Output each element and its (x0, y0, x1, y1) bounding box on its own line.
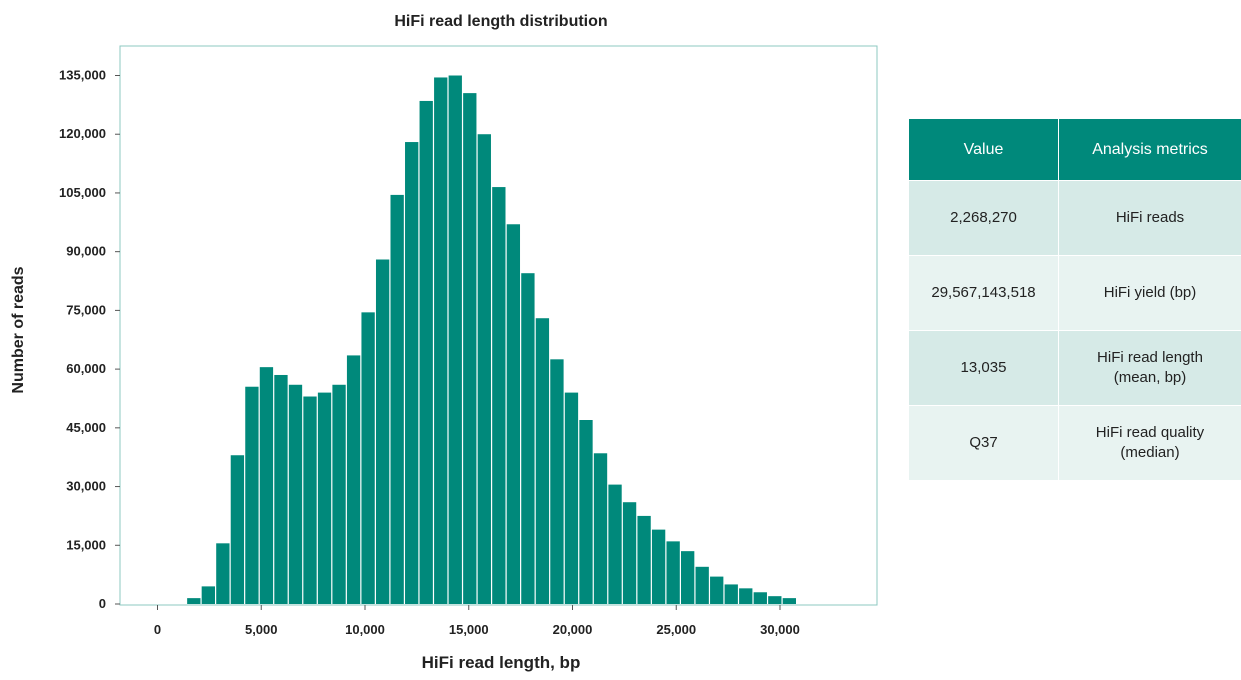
y-tick-label: 60,000 (66, 361, 106, 376)
cell-value: 2,268,270 (909, 180, 1059, 256)
cell-metric: HiFi yield (bp) (1058, 255, 1241, 331)
metric-line: (mean, bp) (1113, 369, 1187, 386)
table-row: 2,268,270 HiFi reads (909, 180, 1241, 256)
x-tick-label: 10,000 (345, 622, 385, 637)
x-tick-label: 5,000 (245, 622, 278, 637)
y-tick-label: 120,000 (59, 126, 106, 141)
histogram-bar (695, 566, 709, 604)
x-tick-label: 15,000 (449, 622, 489, 637)
histogram-bar (739, 588, 753, 604)
histogram-bar (506, 224, 521, 604)
histogram-bar (535, 318, 550, 604)
histogram-bar (579, 420, 593, 604)
y-tick-label: 135,000 (59, 68, 106, 83)
header-metric: Analysis metrics (1058, 119, 1241, 181)
histogram-bar (230, 455, 245, 604)
x-tick-label: 30,000 (760, 622, 800, 637)
histogram-bar (753, 592, 767, 604)
y-tick-label: 30,000 (66, 479, 106, 494)
histogram-bar (448, 75, 462, 604)
x-axis-title: HiFi read length, bp (422, 653, 581, 672)
y-tick-label: 15,000 (66, 537, 106, 552)
histogram-bar (564, 392, 579, 604)
cell-metric: HiFi read length (mean, bp) (1058, 330, 1241, 406)
chart-title: HiFi read length distribution (394, 13, 607, 30)
histogram-bar (288, 384, 303, 604)
histogram-bar (710, 576, 724, 604)
y-tick-label: 0 (99, 596, 106, 611)
cell-value: Q37 (909, 405, 1059, 480)
histogram-bar (405, 142, 419, 605)
histogram-bar (259, 367, 274, 604)
histogram-bar (303, 396, 317, 604)
y-tick-label: 75,000 (66, 302, 106, 317)
x-tick-label: 20,000 (553, 622, 593, 637)
histogram-bar (637, 515, 651, 604)
histogram-bar (332, 384, 346, 604)
histogram-chart: HiFi read length distribution 0 15,000 30,… (10, 13, 878, 672)
table-row: 13,035 HiFi read length (mean, bp) (909, 330, 1241, 406)
histogram-bar (317, 392, 332, 604)
histogram-bar (434, 77, 448, 604)
histogram-bar (521, 273, 535, 604)
cell-value: 29,567,143,518 (909, 255, 1059, 331)
y-tick-label: 90,000 (66, 244, 106, 259)
histogram-bar (477, 134, 491, 604)
bars-group (187, 75, 796, 605)
y-tick-label: 105,000 (59, 185, 106, 200)
histogram-bar (390, 194, 404, 604)
histogram-bar (622, 502, 637, 604)
histogram-bar (666, 541, 680, 604)
table-row: Q37 HiFi read quality (median) (909, 405, 1241, 480)
histogram-bar (201, 586, 215, 604)
x-tick-label: 0 (154, 622, 161, 637)
header-value: Value (909, 119, 1059, 181)
histogram-bar (768, 596, 782, 604)
histogram-bar (361, 312, 375, 604)
y-axis: 0 15,000 30,000 45,000 60,000 75,000 90,000 105… (59, 68, 120, 611)
cell-metric: HiFi read quality (median) (1058, 405, 1241, 480)
metric-line: HiFi read quality (1095, 424, 1205, 441)
histogram-bar (274, 374, 288, 604)
y-tick-label: 45,000 (66, 420, 106, 435)
histogram-bar (419, 100, 433, 604)
histogram-bar (593, 453, 608, 604)
plot-frame (119, 45, 878, 606)
histogram-bar (463, 93, 477, 605)
histogram-bar (550, 359, 564, 604)
cell-value: 13,035 (909, 330, 1059, 406)
histogram-bar (724, 584, 738, 604)
y-axis-title: Number of reads (10, 266, 27, 393)
histogram-bar (245, 386, 259, 604)
histogram-bar (681, 551, 695, 604)
histogram-bar (492, 187, 506, 604)
cell-metric: HiFi reads (1058, 180, 1241, 256)
metrics-table: Value Analysis metrics 2,268,270 HiFi re… (909, 119, 1241, 480)
histogram-bar (608, 484, 622, 604)
histogram-bar (782, 598, 796, 604)
histogram-bar (651, 529, 666, 604)
histogram-bar (187, 598, 201, 604)
histogram-bar (216, 543, 230, 604)
histogram-bar (346, 355, 361, 604)
table-header-row: Value Analysis metrics (909, 119, 1241, 181)
x-tick-label: 25,000 (656, 622, 696, 637)
metric-line: (median) (1120, 444, 1180, 461)
metric-line: HiFi read length (1097, 349, 1203, 366)
table-row: 29,567,143,518 HiFi yield (bp) (909, 255, 1241, 331)
histogram-bar (375, 259, 390, 604)
x-axis: 0 5,000 10,000 15,000 20,000 25,000 30,000 (154, 605, 800, 637)
